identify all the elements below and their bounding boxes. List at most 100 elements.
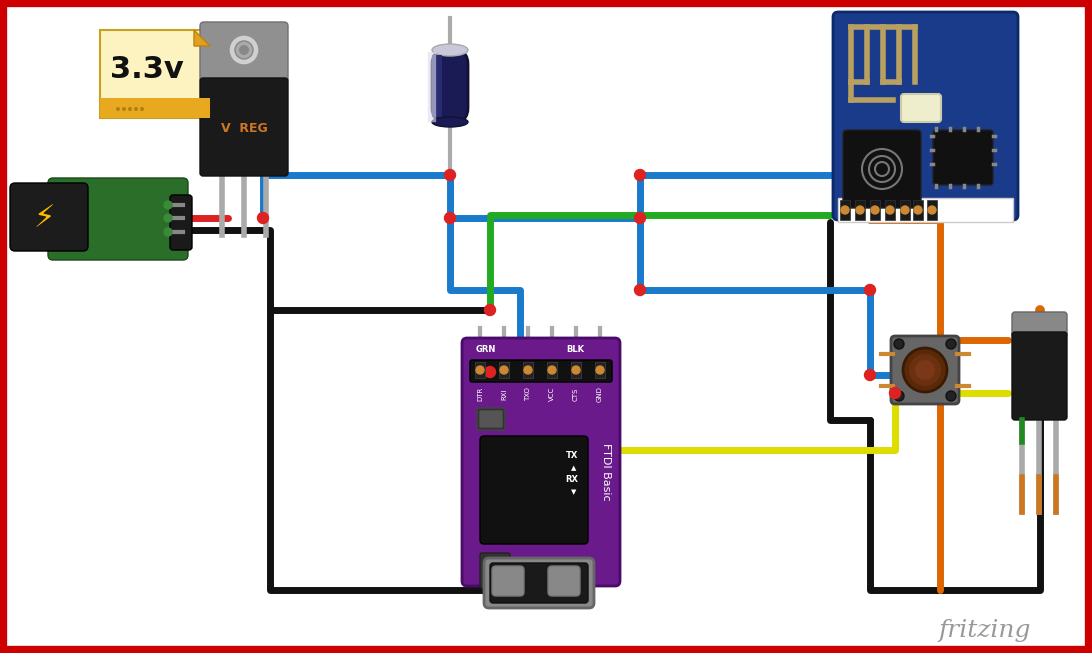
Circle shape <box>164 214 173 222</box>
FancyBboxPatch shape <box>470 360 612 382</box>
Circle shape <box>122 107 126 111</box>
Circle shape <box>164 201 173 209</box>
Bar <box>885 200 895 220</box>
Circle shape <box>901 206 909 214</box>
Text: 3.3v: 3.3v <box>110 56 183 84</box>
FancyBboxPatch shape <box>891 336 959 404</box>
Circle shape <box>128 107 132 111</box>
Text: DTR: DTR <box>477 387 483 401</box>
Bar <box>499 362 509 378</box>
FancyBboxPatch shape <box>901 94 941 122</box>
Circle shape <box>485 366 496 377</box>
FancyBboxPatch shape <box>484 558 594 608</box>
Ellipse shape <box>432 117 468 127</box>
FancyBboxPatch shape <box>480 436 587 544</box>
FancyBboxPatch shape <box>843 130 921 208</box>
Bar <box>900 200 910 220</box>
Text: RXI: RXI <box>501 389 507 400</box>
Circle shape <box>239 45 249 55</box>
Circle shape <box>894 339 904 349</box>
Circle shape <box>865 170 876 180</box>
Bar <box>913 200 923 220</box>
Circle shape <box>890 387 901 398</box>
Text: BLK: BLK <box>566 345 584 354</box>
Circle shape <box>903 348 947 392</box>
Circle shape <box>634 170 645 180</box>
Bar <box>100 98 210 118</box>
Circle shape <box>914 206 922 214</box>
Circle shape <box>235 41 253 59</box>
FancyBboxPatch shape <box>200 22 288 82</box>
Polygon shape <box>194 30 210 46</box>
Text: ▲: ▲ <box>571 465 577 471</box>
Text: ⚡: ⚡ <box>34 204 55 234</box>
Circle shape <box>548 366 556 374</box>
FancyBboxPatch shape <box>432 50 468 122</box>
Bar <box>432 55 442 117</box>
FancyBboxPatch shape <box>477 408 505 430</box>
Circle shape <box>871 206 879 214</box>
Circle shape <box>444 170 455 180</box>
FancyBboxPatch shape <box>200 78 288 176</box>
Bar <box>870 200 880 220</box>
Circle shape <box>865 370 876 381</box>
Circle shape <box>572 366 580 374</box>
Bar <box>595 362 605 378</box>
FancyBboxPatch shape <box>492 566 524 596</box>
Circle shape <box>634 212 645 223</box>
FancyBboxPatch shape <box>490 563 587 603</box>
Text: ▼: ▼ <box>571 489 577 495</box>
FancyBboxPatch shape <box>48 178 188 260</box>
Circle shape <box>909 354 941 386</box>
Circle shape <box>116 107 120 111</box>
Text: V  REG: V REG <box>221 121 268 135</box>
FancyBboxPatch shape <box>479 410 503 428</box>
FancyBboxPatch shape <box>933 130 993 185</box>
Bar <box>840 200 850 220</box>
Text: GRN: GRN <box>476 345 497 354</box>
Circle shape <box>164 228 173 236</box>
Circle shape <box>444 212 455 223</box>
FancyBboxPatch shape <box>462 338 620 586</box>
Circle shape <box>258 212 269 223</box>
Circle shape <box>915 360 935 380</box>
Text: GND: GND <box>597 386 603 402</box>
Circle shape <box>928 206 936 214</box>
FancyBboxPatch shape <box>1012 312 1067 337</box>
Circle shape <box>946 339 956 349</box>
Bar <box>475 362 485 378</box>
FancyBboxPatch shape <box>833 12 1018 220</box>
Bar <box>100 30 210 118</box>
Text: VCC: VCC <box>549 387 555 401</box>
Text: FTDI Basic: FTDI Basic <box>601 443 612 501</box>
FancyBboxPatch shape <box>170 195 192 250</box>
Circle shape <box>140 107 144 111</box>
Circle shape <box>894 391 904 401</box>
Circle shape <box>500 366 508 374</box>
Bar <box>571 362 581 378</box>
FancyBboxPatch shape <box>1012 332 1067 420</box>
Bar <box>523 362 533 378</box>
Circle shape <box>634 285 645 296</box>
Bar <box>855 200 865 220</box>
Circle shape <box>476 366 484 374</box>
Circle shape <box>841 206 848 214</box>
Circle shape <box>134 107 138 111</box>
FancyBboxPatch shape <box>548 566 580 596</box>
Circle shape <box>229 35 259 65</box>
Circle shape <box>856 206 864 214</box>
Circle shape <box>485 304 496 315</box>
Text: fritzing: fritzing <box>939 618 1031 641</box>
Circle shape <box>865 285 876 296</box>
Text: TXO: TXO <box>525 387 531 401</box>
Text: TX: TX <box>566 451 578 460</box>
Text: RX: RX <box>566 475 579 484</box>
Bar <box>927 200 937 220</box>
Bar <box>838 198 1013 222</box>
FancyBboxPatch shape <box>10 183 88 251</box>
Circle shape <box>886 206 894 214</box>
Circle shape <box>946 391 956 401</box>
FancyBboxPatch shape <box>480 553 510 588</box>
Ellipse shape <box>432 44 468 56</box>
Bar <box>547 362 557 378</box>
